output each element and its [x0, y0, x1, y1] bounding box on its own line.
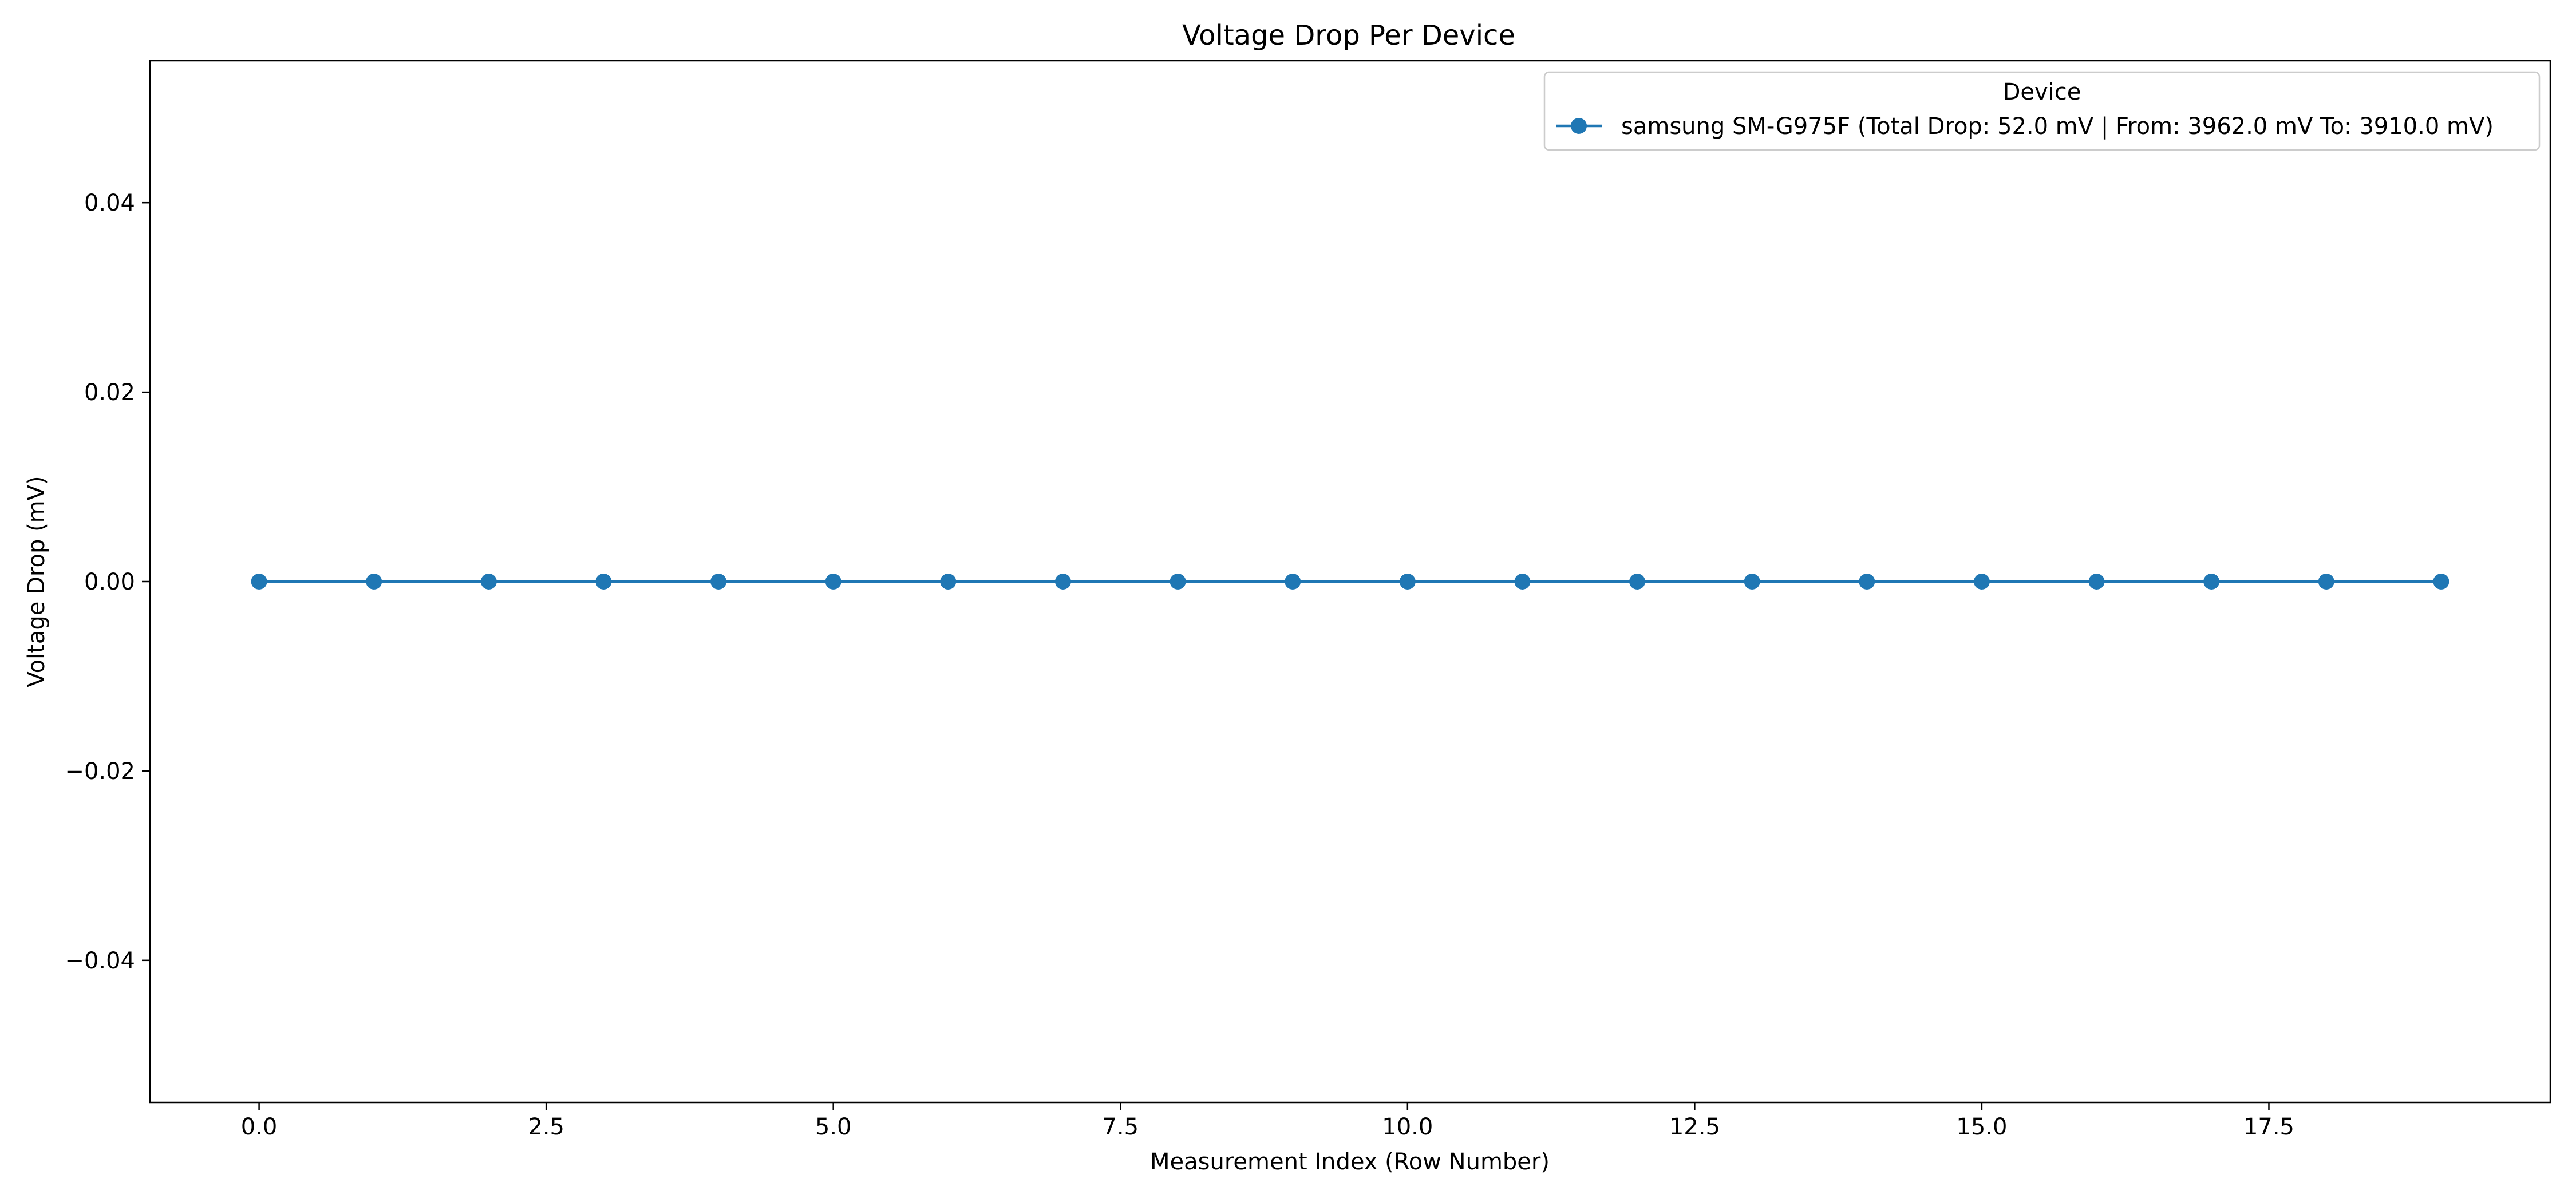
- y-tick-label: −0.02: [65, 758, 135, 785]
- data-point: [1973, 574, 1990, 590]
- x-tick-label: 12.5: [1669, 1114, 1720, 1140]
- y-tick-label: −0.04: [65, 948, 135, 974]
- y-axis-label: Voltage Drop (mV): [23, 476, 50, 687]
- x-tick-label: 10.0: [1382, 1114, 1433, 1140]
- data-point: [825, 574, 841, 590]
- plot-area: [149, 60, 2551, 1104]
- y-tick-label: 0.04: [84, 190, 135, 216]
- data-point: [2318, 574, 2334, 590]
- series-layer: [251, 574, 2449, 590]
- x-axis-label: Measurement Index (Row Number): [1150, 1149, 1550, 1175]
- data-point: [2088, 574, 2105, 590]
- legend: Device samsung SM-G975F (Total Drop: 52.…: [1543, 71, 2541, 151]
- x-tick-label: 5.0: [815, 1114, 852, 1140]
- data-point: [1170, 574, 1186, 590]
- data-point: [1629, 574, 1646, 590]
- y-tick-label: 0.02: [84, 379, 135, 406]
- x-tick-label: 17.5: [2243, 1114, 2294, 1140]
- y-tick-label: 0.00: [84, 569, 135, 595]
- legend-series-label: samsung SM-G975F (Total Drop: 52.0 mV | …: [1621, 113, 2494, 140]
- y-axis-ticks: −0.04 −0.02 0.00 0.02 0.04: [65, 190, 150, 974]
- data-point: [595, 574, 612, 590]
- data-point: [1514, 574, 1531, 590]
- legend-series-marker: [1571, 118, 1587, 134]
- data-point: [1285, 574, 1301, 590]
- legend-box: [1543, 71, 2541, 151]
- x-tick-label: 0.0: [241, 1114, 278, 1140]
- data-point: [480, 574, 497, 590]
- data-point: [366, 574, 382, 590]
- data-point: [2433, 574, 2449, 590]
- x-tick-label: 7.5: [1102, 1114, 1139, 1140]
- data-point: [1859, 574, 1875, 590]
- data-point: [940, 574, 957, 590]
- data-point: [710, 574, 727, 590]
- x-axis-ticks: 0.0 2.5 5.0 7.5 10.0 12.5 15.0 17.5: [241, 1102, 2294, 1140]
- chart-title: Voltage Drop Per Device: [1182, 19, 1515, 52]
- legend-title: Device: [2003, 79, 2081, 105]
- data-point: [2203, 574, 2220, 590]
- data-point: [1744, 574, 1760, 590]
- data-point: [1054, 574, 1071, 590]
- data-point: [251, 574, 267, 590]
- data-point: [1399, 574, 1416, 590]
- x-tick-label: 15.0: [1956, 1114, 2007, 1140]
- x-tick-label: 2.5: [528, 1114, 564, 1140]
